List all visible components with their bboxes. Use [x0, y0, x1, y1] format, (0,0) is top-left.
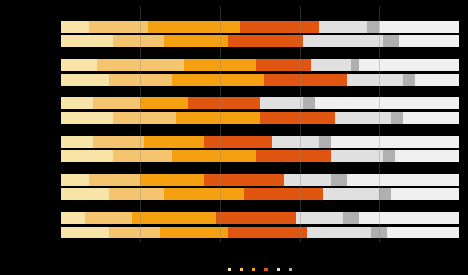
Bar — [344, 212, 359, 224]
Bar — [164, 35, 228, 47]
Bar — [204, 174, 284, 186]
Bar — [383, 150, 395, 162]
Bar — [109, 227, 160, 238]
Bar — [367, 21, 379, 33]
Bar — [61, 212, 85, 224]
Bar — [228, 227, 307, 238]
Bar — [371, 227, 387, 238]
Bar — [184, 59, 256, 71]
Bar — [204, 136, 271, 148]
Bar — [347, 74, 403, 86]
Bar — [61, 59, 459, 71]
Bar — [240, 21, 319, 33]
Bar — [172, 150, 256, 162]
Bar — [140, 174, 204, 186]
Bar — [61, 136, 93, 148]
Bar — [144, 136, 204, 148]
Bar — [244, 188, 323, 200]
Bar — [61, 97, 459, 109]
Bar — [61, 35, 459, 47]
Bar — [61, 74, 459, 86]
Bar — [109, 188, 164, 200]
Bar — [61, 188, 109, 200]
Bar — [260, 112, 335, 124]
Bar — [61, 21, 459, 33]
Bar — [331, 150, 383, 162]
Bar — [391, 112, 403, 124]
Bar — [61, 112, 459, 124]
Bar — [304, 97, 315, 109]
Bar — [331, 174, 347, 186]
Bar — [61, 59, 97, 71]
Bar — [403, 74, 415, 86]
Bar — [93, 136, 144, 148]
Bar — [61, 21, 89, 33]
Bar — [109, 74, 172, 86]
Bar — [284, 174, 331, 186]
Bar — [319, 136, 331, 148]
Bar — [188, 97, 260, 109]
Bar — [296, 212, 344, 224]
Bar — [61, 74, 109, 86]
Bar — [319, 21, 367, 33]
Bar — [335, 112, 391, 124]
Bar — [61, 150, 459, 162]
Bar — [61, 136, 459, 148]
Bar — [379, 188, 391, 200]
Bar — [304, 35, 383, 47]
Bar — [216, 212, 296, 224]
Bar — [61, 174, 459, 186]
Bar — [61, 97, 93, 109]
Bar — [113, 35, 164, 47]
Bar — [172, 74, 264, 86]
Bar — [61, 212, 459, 224]
Bar — [61, 188, 459, 200]
Bar — [383, 35, 399, 47]
Bar — [61, 35, 113, 47]
Legend: , , , , , : , , , , , — [227, 267, 297, 272]
Bar — [113, 150, 172, 162]
Bar — [89, 174, 140, 186]
Bar — [228, 35, 304, 47]
Bar — [61, 227, 459, 238]
Bar — [312, 59, 351, 71]
Bar — [140, 97, 188, 109]
Bar — [164, 188, 244, 200]
Bar — [61, 227, 109, 238]
Bar — [61, 174, 89, 186]
Bar — [89, 21, 148, 33]
Bar — [323, 188, 379, 200]
Bar — [97, 59, 184, 71]
Bar — [61, 150, 113, 162]
Bar — [260, 97, 304, 109]
Bar — [307, 227, 371, 238]
Bar — [148, 21, 240, 33]
Bar — [61, 112, 113, 124]
Bar — [264, 74, 347, 86]
Bar — [176, 112, 260, 124]
Bar — [113, 112, 176, 124]
Bar — [160, 227, 228, 238]
Bar — [85, 212, 132, 224]
Bar — [256, 150, 331, 162]
Bar — [271, 136, 319, 148]
Bar — [351, 59, 359, 71]
Bar — [256, 59, 312, 71]
Bar — [132, 212, 216, 224]
Bar — [93, 97, 140, 109]
